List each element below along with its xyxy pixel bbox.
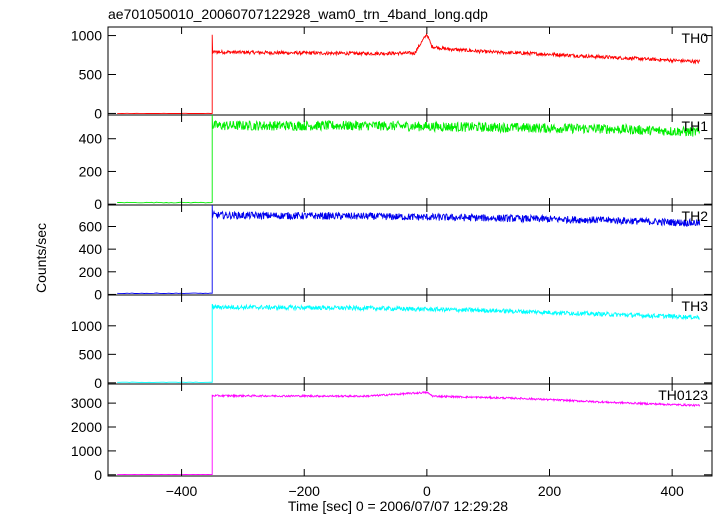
- panel-label-th3: TH3: [682, 298, 709, 314]
- panel-frame-th0: [107, 26, 713, 116]
- x-tick-label--400: −400: [166, 483, 198, 499]
- y-tick-label-th0-0: 0: [94, 105, 102, 121]
- y-tick-label-th0123-0: 0: [94, 467, 102, 483]
- y-tick-label-th1-0: 0: [94, 196, 102, 212]
- panel-label-th2: TH2: [682, 208, 709, 224]
- y-tick-label-th1-400: 400: [79, 131, 103, 147]
- y-tick-label-th0-1000: 1000: [71, 28, 102, 44]
- y-tick-label-th1-200: 200: [79, 163, 103, 179]
- x-axis-label: Time [sec] 0 = 2006/07/07 12:29:28: [288, 498, 508, 514]
- chart-title: ae701050010_20060707122928_wam0_trn_4ban…: [108, 6, 488, 22]
- series-th1: [117, 114, 701, 204]
- y-tick-label-th0123-3000: 3000: [71, 395, 102, 411]
- x-tick-label--200: −200: [288, 483, 320, 499]
- y-tick-label-th2-600: 600: [79, 219, 103, 235]
- panel-label-th1: TH1: [682, 118, 709, 134]
- y-tick-label-th2-400: 400: [79, 241, 103, 257]
- y-tick-label-th0-500: 500: [79, 67, 103, 83]
- series-th2: [117, 204, 701, 295]
- y-tick-label-th3-500: 500: [79, 346, 103, 362]
- series-th0123: [117, 390, 701, 476]
- panel-label-th0: TH0: [682, 30, 709, 46]
- y-tick-label-th2-200: 200: [79, 264, 103, 280]
- panels-group: 0 500 1000 TH0 0 200 400 TH1 0 200 400 600 TH2 0 500 10…: [71, 26, 713, 499]
- x-tick-label-0: 0: [423, 483, 431, 499]
- y-tick-label-th0123-2000: 2000: [71, 419, 102, 435]
- series-th3: [117, 303, 700, 383]
- panel-frame-th0123: [107, 383, 713, 477]
- series-th0: [117, 33, 701, 114]
- y-axis-label: Counts/sec: [33, 223, 49, 293]
- x-tick-label-400: 400: [660, 483, 684, 499]
- y-tick-label-th3-0: 0: [94, 375, 102, 391]
- y-tick-label-th3-1000: 1000: [71, 318, 102, 334]
- x-tick-label-200: 200: [538, 483, 562, 499]
- y-tick-label-th0123-1000: 1000: [71, 443, 102, 459]
- y-tick-label-th2-0: 0: [94, 286, 102, 302]
- panel-label-th0123: TH0123: [658, 387, 708, 403]
